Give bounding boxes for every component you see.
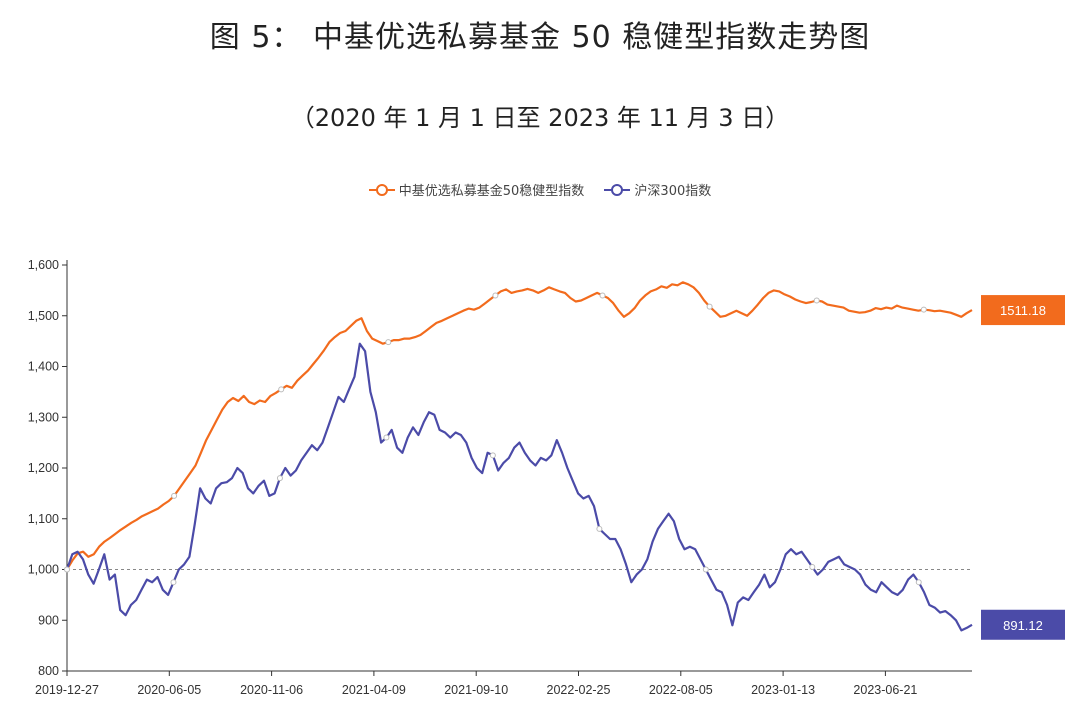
legend-blue-marker-icon (604, 183, 631, 196)
series-1-marker (170, 579, 177, 586)
series-1-marker (489, 452, 496, 459)
series-0-marker (599, 292, 606, 299)
series-0-marker (813, 297, 820, 304)
y-tick-label: 1,300 (28, 410, 59, 424)
y-tick-label: 1,600 (28, 258, 59, 272)
end-value-label-1: 891.12 (1003, 618, 1043, 633)
end-value-box-1 (981, 609, 1065, 640)
legend-label-orange: 中基优选私募基金50稳健型指数 (398, 184, 585, 199)
series-0-marker (706, 303, 713, 310)
x-tick-label: 2019-12-27 (35, 683, 99, 697)
chart-title: 图 5： 中基优选私募基金 50 稳健型指数走势图 (209, 20, 871, 55)
series-1-marker (915, 579, 922, 586)
y-tick-label: 900 (38, 613, 59, 627)
series-0-marker (171, 492, 178, 499)
series-1-marker (809, 563, 816, 570)
y-tick-label: 1,500 (28, 309, 59, 323)
y-tick-label: 1,400 (28, 360, 59, 374)
x-tick-label: 2022-08-05 (649, 683, 713, 697)
chart-subtitle: （2020 年 1 月 1 日至 2023 年 11 月 3 日） (290, 104, 790, 132)
series-1-marker (276, 475, 283, 482)
legend-orange-marker-icon (368, 183, 395, 196)
x-tick-label: 2020-06-05 (137, 683, 201, 697)
series-1-marker (702, 566, 709, 573)
series-0-marker (920, 306, 927, 313)
x-tick-label: 2023-06-21 (853, 683, 917, 697)
series-1-marker (596, 525, 603, 532)
y-tick-label: 800 (38, 664, 59, 678)
y-tick-label: 1,100 (28, 512, 59, 526)
legend-item-orange[interactable]: 中基优选私募基金50稳健型指数 (368, 180, 585, 199)
series-0-marker (278, 386, 285, 393)
series-0-marker (385, 339, 392, 346)
x-tick-label: 2022-02-25 (547, 683, 611, 697)
end-value-label-0: 1511.18 (1000, 303, 1046, 318)
x-tick-label: 2021-09-10 (444, 683, 508, 697)
series-line-0 (66, 281, 973, 571)
series-line-1 (65, 342, 973, 632)
y-tick-label: 1,200 (28, 461, 59, 475)
x-tick-label: 2023-01-13 (751, 683, 815, 697)
series-0-marker (492, 292, 499, 299)
legend-label-blue: 沪深300指数 (634, 184, 712, 199)
y-tick-label: 1,000 (28, 563, 59, 577)
series-1-marker (383, 434, 390, 441)
legend: 中基优选私募基金50稳健型指数 沪深300指数 (0, 180, 1080, 201)
x-tick-label: 2021-04-09 (342, 683, 406, 697)
series-1-marker (64, 566, 70, 573)
end-value-box-0 (981, 295, 1065, 326)
x-tick-label: 2020-11-06 (240, 683, 303, 697)
legend-item-blue[interactable]: 沪深300指数 (604, 180, 711, 199)
